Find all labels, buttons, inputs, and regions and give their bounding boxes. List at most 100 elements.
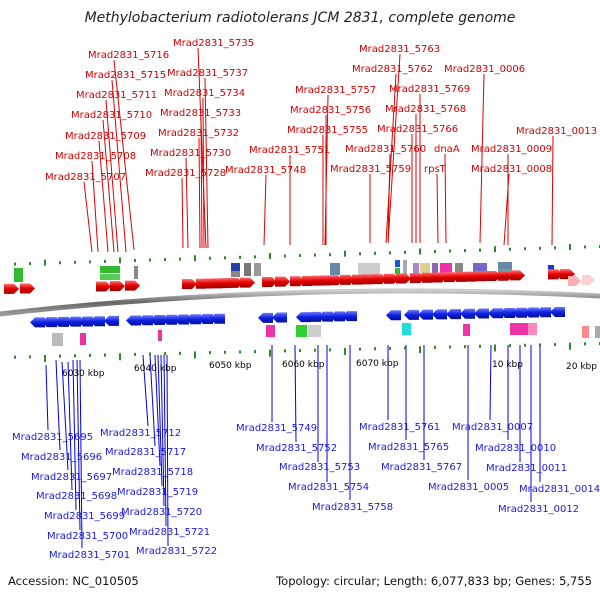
tick-mark bbox=[74, 354, 76, 358]
leader-line bbox=[154, 354, 161, 467]
leader-line bbox=[198, 137, 201, 249]
gene-label[interactable]: Mrad2831_5708 bbox=[55, 151, 136, 162]
tick-mark bbox=[404, 250, 406, 254]
reverse-gene-arrow bbox=[258, 312, 273, 323]
gene-label[interactable]: Mrad2831_5715 bbox=[85, 70, 166, 81]
gene-label[interactable]: Mrad2831_5721 bbox=[129, 527, 210, 538]
gene-label[interactable]: Mrad2831_5763 bbox=[359, 44, 440, 55]
tick-mark bbox=[449, 345, 451, 349]
tick-mark bbox=[539, 246, 541, 250]
leader-line bbox=[61, 361, 69, 471]
gene-label[interactable]: dnaA bbox=[434, 144, 460, 155]
tick-mark bbox=[194, 351, 196, 359]
reverse-gene-arrow bbox=[342, 311, 357, 322]
reverse-gene-arrow bbox=[460, 308, 475, 319]
tick-mark bbox=[29, 355, 31, 359]
gene-label[interactable]: Mrad2831_0005 bbox=[428, 482, 509, 493]
gene-label[interactable]: Mrad2831_5734 bbox=[164, 88, 245, 99]
forward-gene-arrow bbox=[290, 276, 305, 287]
gene-label[interactable]: Mrad2831_5695 bbox=[12, 432, 93, 443]
gene-label[interactable]: Mrad2831_5718 bbox=[112, 467, 193, 478]
reverse-gene-arrow bbox=[418, 309, 433, 320]
leader-line bbox=[105, 99, 119, 253]
gene-label[interactable]: Mrad2831_5722 bbox=[136, 546, 217, 557]
gene-label[interactable]: Mrad2831_0012 bbox=[498, 504, 579, 515]
gene-label[interactable]: Mrad2831_5766 bbox=[377, 124, 458, 135]
gene-label[interactable]: Mrad2831_0010 bbox=[475, 443, 556, 454]
gene-label[interactable]: Mrad2831_5735 bbox=[173, 38, 254, 49]
gene-label[interactable]: Mrad2831_5728 bbox=[145, 168, 226, 179]
tick-mark bbox=[134, 258, 136, 262]
gene-label[interactable]: Mrad2831_5748 bbox=[225, 165, 306, 176]
gene-label[interactable]: Mrad2831_5752 bbox=[256, 443, 337, 454]
tick-mark bbox=[284, 349, 286, 353]
tick-mark bbox=[329, 348, 331, 352]
gene-label[interactable]: Mrad2831_5696 bbox=[21, 452, 102, 463]
gene-label[interactable]: Mrad2831_0006 bbox=[444, 64, 525, 75]
gene-label[interactable]: Mrad2831_0013 bbox=[516, 126, 597, 137]
gene-label[interactable]: Mrad2831_5700 bbox=[47, 531, 128, 542]
gene-label[interactable]: Mrad2831_5749 bbox=[236, 423, 317, 434]
gene-label[interactable]: Mrad2831_5751 bbox=[249, 145, 330, 156]
gene-label[interactable]: Mrad2831_5758 bbox=[312, 502, 393, 513]
gene-label[interactable]: Mrad2831_5707 bbox=[45, 172, 126, 183]
gene-label[interactable]: Mrad2831_5720 bbox=[121, 507, 202, 518]
gene-label[interactable]: Mrad2831_5737 bbox=[167, 68, 248, 79]
gene-label[interactable]: Mrad2831_5698 bbox=[36, 491, 117, 502]
tick-mark bbox=[164, 258, 166, 262]
gene-label[interactable]: Mrad2831_5756 bbox=[290, 105, 371, 116]
reverse-gene-arrow bbox=[78, 316, 93, 327]
gene-label[interactable]: Mrad2831_5765 bbox=[368, 442, 449, 453]
gene-label[interactable]: rpsT bbox=[424, 164, 447, 175]
gene-label[interactable]: Mrad2831_5757 bbox=[295, 85, 376, 96]
gene-label[interactable]: Mrad2831_5755 bbox=[287, 125, 368, 136]
reverse-strand-genes bbox=[30, 307, 565, 328]
tick-mark bbox=[389, 346, 391, 350]
tick-mark bbox=[269, 349, 271, 357]
gene-label[interactable]: Mrad2831_5699 bbox=[44, 511, 125, 522]
leader-line bbox=[444, 153, 447, 244]
gene-label[interactable]: Mrad2831_0008 bbox=[471, 164, 552, 175]
gene-label[interactable]: Mrad2831_0011 bbox=[486, 463, 567, 474]
gene-label[interactable]: Mrad2831_5759 bbox=[330, 164, 411, 175]
gene-label[interactable]: Mrad2831_5769 bbox=[389, 84, 470, 95]
gene-label[interactable]: Mrad2831_5709 bbox=[65, 131, 146, 142]
gene-label[interactable]: Mrad2831_5733 bbox=[160, 108, 241, 119]
gene-label[interactable]: Mrad2831_5730 bbox=[150, 148, 231, 159]
gene-label[interactable]: Mrad2831_0014 bbox=[519, 484, 600, 495]
gene-label[interactable]: Mrad2831_5697 bbox=[31, 472, 112, 483]
gene-label[interactable]: Mrad2831_5710 bbox=[71, 110, 152, 121]
gene-label[interactable]: Mrad2831_5716 bbox=[88, 50, 169, 61]
scale-ticks bbox=[14, 243, 600, 362]
gene-label[interactable]: Mrad2831_5717 bbox=[105, 447, 186, 458]
gene-label[interactable]: Mrad2831_5762 bbox=[352, 64, 433, 75]
reverse-gene-arrow bbox=[162, 314, 177, 325]
bottom-leader-lines bbox=[45, 344, 541, 549]
reverse-gene-arrow bbox=[30, 317, 45, 328]
tick-mark bbox=[404, 346, 406, 350]
reverse-gene-arrow bbox=[550, 307, 565, 317]
gene-label[interactable]: Mrad2831_5767 bbox=[381, 462, 462, 473]
gene-label[interactable]: Mrad2831_5719 bbox=[117, 487, 198, 498]
gene-label[interactable]: Mrad2831_5732 bbox=[158, 128, 239, 139]
gene-label[interactable]: Mrad2831_5712 bbox=[100, 428, 181, 439]
leader-line bbox=[113, 59, 135, 251]
gene-label[interactable]: Mrad2831_5760 bbox=[345, 144, 426, 155]
reverse-gene-arrow bbox=[404, 309, 419, 320]
gene-label[interactable]: Mrad2831_5768 bbox=[385, 104, 466, 115]
reverse-gene-arrow bbox=[432, 309, 447, 320]
gene-label[interactable]: Mrad2831_0007 bbox=[452, 422, 533, 433]
leader-line bbox=[387, 53, 401, 244]
leader-line bbox=[55, 359, 61, 451]
tick-mark bbox=[29, 262, 31, 266]
leader-line bbox=[436, 173, 439, 244]
gene-label[interactable]: Mrad2831_0009 bbox=[471, 144, 552, 155]
gene-label[interactable]: Mrad2831_5761 bbox=[359, 422, 440, 433]
gene-label[interactable]: Mrad2831_5753 bbox=[279, 462, 360, 473]
gene-label[interactable]: Mrad2831_5754 bbox=[288, 482, 369, 493]
gene-label[interactable]: Mrad2831_5711 bbox=[76, 90, 157, 101]
gene-label[interactable]: Mrad2831_5701 bbox=[49, 550, 130, 561]
tick-mark bbox=[44, 354, 46, 362]
leader-line bbox=[91, 160, 99, 253]
reverse-gene-arrow bbox=[272, 312, 287, 323]
